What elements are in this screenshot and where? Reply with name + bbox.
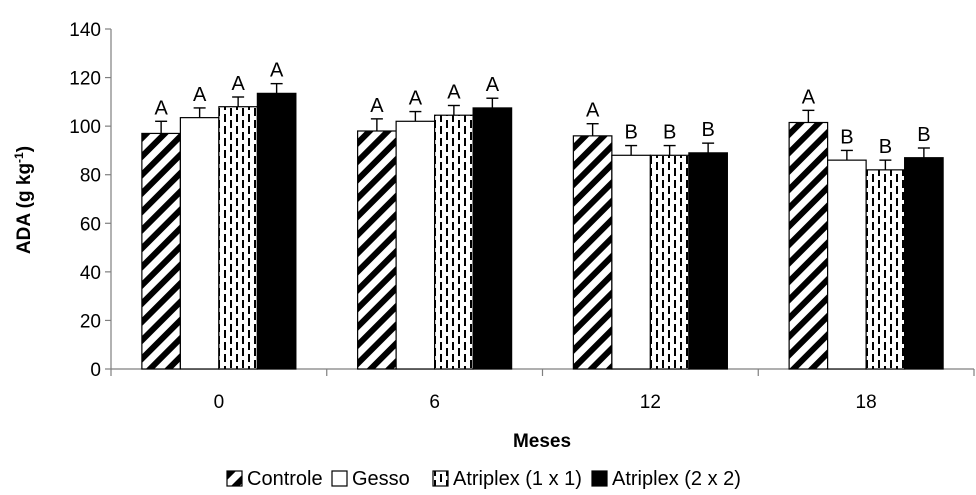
x-tick-label: 6 [429,392,440,413]
bars: A A A A A A A A A B B B A B B B [141,60,944,370]
legend-label: Controle [247,468,323,490]
significance-letter: A [447,82,461,104]
x-tick-label: 18 [856,392,877,413]
significance-letter: B [879,136,892,158]
bar [649,154,690,370]
bar [256,92,297,370]
significance-letter: A [270,60,284,82]
legend-label: Atriplex (2 x 2) [612,468,741,490]
y-tick-label: 140 [69,20,101,41]
x-tick-label: 12 [640,392,661,413]
x-axis-title: Meses [513,431,571,452]
bar [179,117,220,370]
significance-letter: B [663,122,676,144]
bar [434,114,474,370]
legend-swatch [331,470,348,487]
significance-letter: A [486,74,500,96]
significance-letter: A [802,86,816,108]
legend-label: Gesso [352,468,410,490]
y-tick-label: 0 [90,360,101,381]
legend-swatch [432,470,449,487]
significance-letter: A [154,97,168,119]
significance-letter: B [840,126,853,148]
bar [141,132,181,370]
y-tick-label: 100 [69,117,101,138]
y-tick-label: 60 [80,214,101,235]
bar [865,169,906,370]
bar [472,107,513,370]
y-tick-label: 40 [80,263,101,284]
bar [827,159,867,370]
significance-letter: B [624,122,637,144]
significance-letter: A [409,88,423,110]
significance-letter: A [231,73,245,95]
legend-label: Atriplex (1 x 1) [453,468,582,490]
significance-letter: A [370,95,384,117]
bar [688,152,728,370]
legend: Controle Gesso Atriplex (1 x 1) Atriplex (2… [226,468,741,490]
bar [611,154,651,370]
y-tick-label: 80 [80,166,101,187]
bar [572,135,613,370]
y-tick-label: 120 [69,69,101,90]
x-axis: 0 6 12 18 [110,368,975,413]
bar [904,157,944,370]
bar [218,106,258,370]
significance-letter: B [917,124,930,146]
bar [788,121,829,370]
significance-letter: B [701,119,714,141]
bar [395,120,436,370]
y-axis-title: ADA (g kg-1) [12,146,35,254]
significance-letter: A [586,100,600,122]
y-axis: 0 20 40 60 80 100 120 140 [69,20,112,381]
legend-swatch [226,470,243,487]
significance-letter: A [193,84,207,106]
bar [357,130,397,370]
x-tick-label: 0 [214,392,225,413]
y-tick-label: 20 [80,311,101,332]
legend-swatch [591,470,608,487]
